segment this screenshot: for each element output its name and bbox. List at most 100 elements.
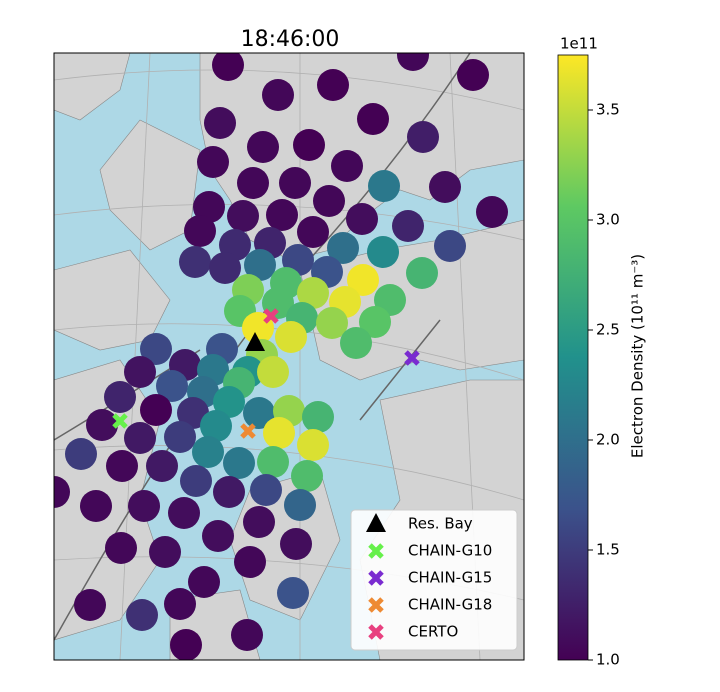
- density-point: [124, 356, 156, 388]
- legend-marker: [368, 597, 384, 613]
- density-point: [284, 489, 316, 521]
- density-point: [434, 230, 466, 262]
- density-point: [124, 422, 156, 454]
- density-point: [193, 191, 225, 223]
- density-point: [213, 386, 245, 418]
- density-point: [397, 53, 429, 71]
- density-point: [227, 200, 259, 232]
- density-point: [106, 450, 138, 482]
- density-point: [65, 438, 97, 470]
- colorbar-tick-label: 1.5: [596, 541, 620, 559]
- colorbar-tick-label: 2.5: [596, 321, 620, 339]
- density-point: [244, 249, 276, 281]
- colorbar-tick-label: 3.0: [596, 211, 620, 229]
- density-point: [429, 171, 461, 203]
- legend-marker: [366, 513, 386, 532]
- density-point: [277, 577, 309, 609]
- colorbar-tick-label: 2.0: [596, 431, 620, 449]
- colorbar: [557, 54, 589, 661]
- title: 18:46:00: [241, 27, 340, 52]
- density-point: [368, 170, 400, 202]
- density-point: [247, 131, 279, 163]
- legend-label: CHAIN-G10: [408, 542, 492, 560]
- density-point: [149, 536, 181, 568]
- density-point: [297, 429, 329, 461]
- density-point: [340, 327, 372, 359]
- density-point: [407, 121, 439, 153]
- density-point: [164, 421, 196, 453]
- density-point: [140, 333, 172, 365]
- density-point: [250, 474, 282, 506]
- colorbar-tick-label: 3.5: [596, 101, 620, 119]
- density-point: [263, 417, 295, 449]
- frame: [53, 52, 525, 661]
- density-point: [257, 446, 289, 478]
- density-point: [257, 356, 289, 388]
- density-point: [243, 506, 275, 538]
- density-point: [293, 129, 325, 161]
- density-point: [202, 520, 234, 552]
- density-point: [234, 546, 266, 578]
- density-point: [331, 150, 363, 182]
- density-point: [213, 476, 245, 508]
- legend-marker: [368, 570, 384, 586]
- density-point: [243, 397, 275, 429]
- density-point: [327, 232, 359, 264]
- station-marker: [263, 308, 279, 324]
- density-point: [302, 401, 334, 433]
- density-point: [180, 465, 212, 497]
- station-marker: [245, 332, 265, 351]
- density-point: [262, 287, 294, 319]
- density-point: [359, 306, 391, 338]
- density-point: [237, 167, 269, 199]
- legend-label: CERTO: [408, 623, 458, 641]
- density-point: [406, 257, 438, 289]
- density-point: [297, 216, 329, 248]
- legend-label: CHAIN-G15: [408, 569, 492, 587]
- density-point: [476, 196, 508, 228]
- density-point: [457, 59, 489, 91]
- density-point: [126, 599, 158, 631]
- density-point: [317, 69, 349, 101]
- legend-label: Res. Bay: [408, 515, 473, 533]
- density-point: [105, 532, 137, 564]
- density-point: [146, 450, 178, 482]
- density-point: [168, 497, 200, 529]
- density-point: [104, 381, 136, 413]
- density-point: [179, 246, 211, 278]
- density-point: [140, 394, 172, 426]
- density-point: [392, 210, 424, 242]
- density-point: [346, 203, 378, 235]
- density-point: [54, 476, 70, 508]
- density-point: [367, 236, 399, 268]
- station-marker: [404, 350, 420, 366]
- density-point: [223, 447, 255, 479]
- density-point: [184, 215, 216, 247]
- density-point: [262, 79, 294, 111]
- density-point: [128, 490, 160, 522]
- density-point: [347, 264, 379, 296]
- density-point: [200, 410, 232, 442]
- legend: [350, 509, 518, 651]
- density-point: [297, 277, 329, 309]
- density-point: [188, 566, 220, 598]
- density-point: [316, 307, 348, 339]
- density-point: [164, 588, 196, 620]
- offset-label: 1e11: [560, 35, 598, 53]
- density-point: [74, 589, 106, 621]
- colorbar-label: Electron Density (10¹¹ m⁻³): [629, 254, 647, 458]
- density-point: [275, 321, 307, 353]
- density-point: [80, 490, 112, 522]
- density-point: [197, 146, 229, 178]
- station-marker: [112, 413, 128, 429]
- density-point: [156, 370, 188, 402]
- legend-marker: [368, 624, 384, 640]
- density-point: [266, 199, 298, 231]
- density-point: [192, 436, 224, 468]
- density-point: [231, 619, 263, 651]
- density-point: [291, 460, 323, 492]
- density-point: [204, 107, 236, 139]
- track: [359, 319, 441, 421]
- density-point: [280, 528, 312, 560]
